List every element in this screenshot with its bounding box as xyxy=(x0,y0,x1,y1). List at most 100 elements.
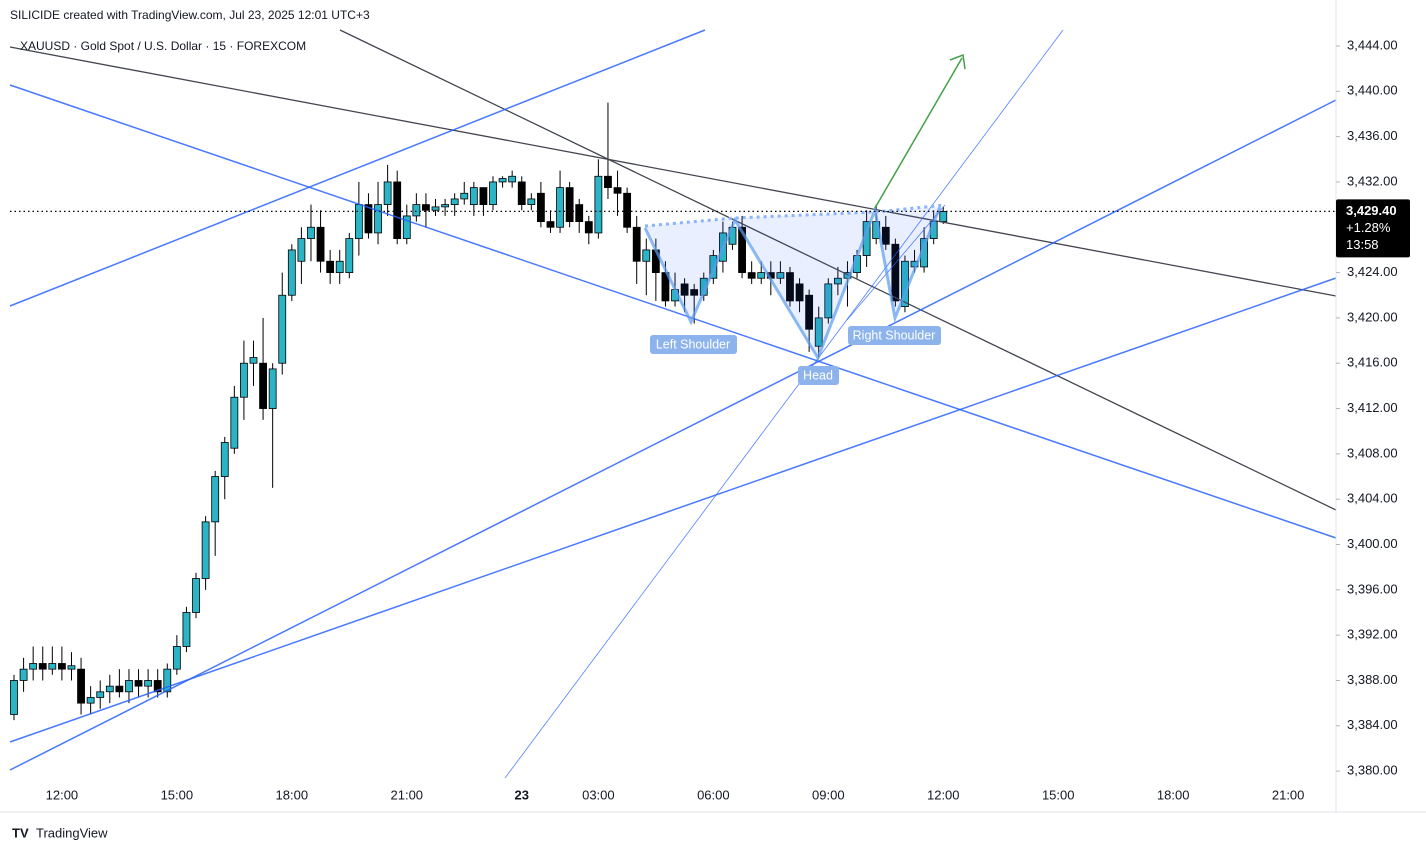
candle-body xyxy=(48,663,57,670)
trend-line xyxy=(504,29,1064,779)
candle-body xyxy=(19,668,28,681)
arrow xyxy=(874,57,963,209)
candle-body xyxy=(297,238,306,262)
x-tick-label: 06:00 xyxy=(697,787,730,802)
trend-line xyxy=(9,29,706,307)
candle-body xyxy=(594,175,603,234)
candle-body xyxy=(163,668,172,693)
candle-body xyxy=(383,181,392,206)
candle-body xyxy=(642,249,651,262)
candle-body xyxy=(517,181,526,206)
candle-body xyxy=(747,272,756,279)
x-tick-label: 12:00 xyxy=(927,787,960,802)
footer: TradingView xyxy=(36,825,108,840)
y-tick-label: 3,384.00 xyxy=(1347,717,1398,732)
candle-body xyxy=(469,187,478,206)
candle-body xyxy=(814,317,823,347)
candle-body xyxy=(345,238,354,273)
candle-body xyxy=(67,665,76,670)
candle-body xyxy=(125,680,133,693)
x-tick-label: 09:00 xyxy=(812,787,845,802)
candle-body xyxy=(96,691,105,698)
chart-title: XAUUSD · Gold Spot / U.S. Dollar · 15 · … xyxy=(20,39,306,53)
candle-body xyxy=(546,221,555,228)
candle-body xyxy=(38,663,47,670)
candle-body xyxy=(460,192,469,200)
candle-body xyxy=(201,521,210,579)
candle-body xyxy=(537,192,545,222)
candle-body xyxy=(144,680,153,687)
arrow-head xyxy=(949,53,966,70)
candle-body xyxy=(891,243,900,302)
y-tick-label: 3,392.00 xyxy=(1347,627,1398,642)
logo: TV xyxy=(12,825,29,840)
candle-body xyxy=(374,204,382,234)
candle-body xyxy=(153,680,162,693)
candle-body xyxy=(786,272,794,302)
countdown: 13:58 xyxy=(1346,237,1379,252)
label-box xyxy=(798,366,839,385)
trend-line xyxy=(339,29,1337,511)
candle-body xyxy=(335,260,344,273)
x-tick-label: 12:00 xyxy=(46,787,79,802)
candle-body xyxy=(632,226,641,262)
candle-body xyxy=(115,685,124,693)
candle-body xyxy=(211,476,220,523)
candle-body xyxy=(881,226,890,245)
candle-body xyxy=(508,175,517,183)
y-tick-label: 3,424.00 xyxy=(1347,264,1398,279)
x-tick-label: 23 xyxy=(515,787,529,802)
candle-body xyxy=(805,294,814,330)
candle-body xyxy=(172,646,181,670)
candle-body xyxy=(623,192,632,228)
y-tick-label: 3,436.00 xyxy=(1347,128,1398,143)
x-tick-label: 21:00 xyxy=(391,787,424,802)
x-tick-label: 21:00 xyxy=(1272,787,1305,802)
candle-body xyxy=(584,221,593,234)
candle-body xyxy=(182,612,191,647)
candle-body xyxy=(287,249,296,296)
candle-body xyxy=(939,211,948,222)
candle-body xyxy=(29,663,38,670)
candle-body xyxy=(556,187,564,228)
credit: SILICIDE created with TradingView.com, J… xyxy=(10,8,370,22)
candle-body xyxy=(527,198,536,206)
candle-body xyxy=(326,260,335,273)
x-tick-label: 15:00 xyxy=(161,787,194,802)
drawings xyxy=(9,29,1337,779)
y-tick-label: 3,420.00 xyxy=(1347,309,1398,324)
candle-body xyxy=(776,272,785,279)
candle-body xyxy=(824,283,833,319)
candle-body xyxy=(565,187,574,222)
y-tick-label: 3,440.00 xyxy=(1347,83,1398,98)
candle-body xyxy=(316,226,325,262)
candle-body xyxy=(795,283,804,302)
pattern-line xyxy=(643,204,942,362)
label-box xyxy=(650,335,737,354)
x-tick-label: 03:00 xyxy=(582,787,615,802)
trend-line xyxy=(846,204,946,321)
y-tick-label: 3,396.00 xyxy=(1347,581,1398,596)
change: +1.28% xyxy=(1346,220,1391,235)
candle-body xyxy=(690,289,699,296)
candle-body xyxy=(86,697,95,704)
y-tick-label: 3,380.00 xyxy=(1347,763,1398,778)
y-tick-label: 3,444.00 xyxy=(1347,37,1398,52)
candle-body xyxy=(259,362,267,409)
candle-body xyxy=(105,685,114,693)
y-tick-label: 3,412.00 xyxy=(1347,400,1398,415)
candle-body xyxy=(575,204,584,222)
y-tick-label: 3,432.00 xyxy=(1347,173,1398,188)
y-tick-label: 3,400.00 xyxy=(1347,536,1398,551)
candle-body xyxy=(498,178,507,183)
y-tick-label: 3,388.00 xyxy=(1347,672,1398,687)
candle-body xyxy=(220,442,229,477)
candle-body xyxy=(354,204,363,239)
candle-body xyxy=(393,181,402,239)
candle-body xyxy=(249,357,258,364)
annotation: Head xyxy=(803,368,833,382)
price-box xyxy=(1336,199,1410,258)
candle-body xyxy=(680,283,689,296)
candle-body xyxy=(757,272,766,279)
